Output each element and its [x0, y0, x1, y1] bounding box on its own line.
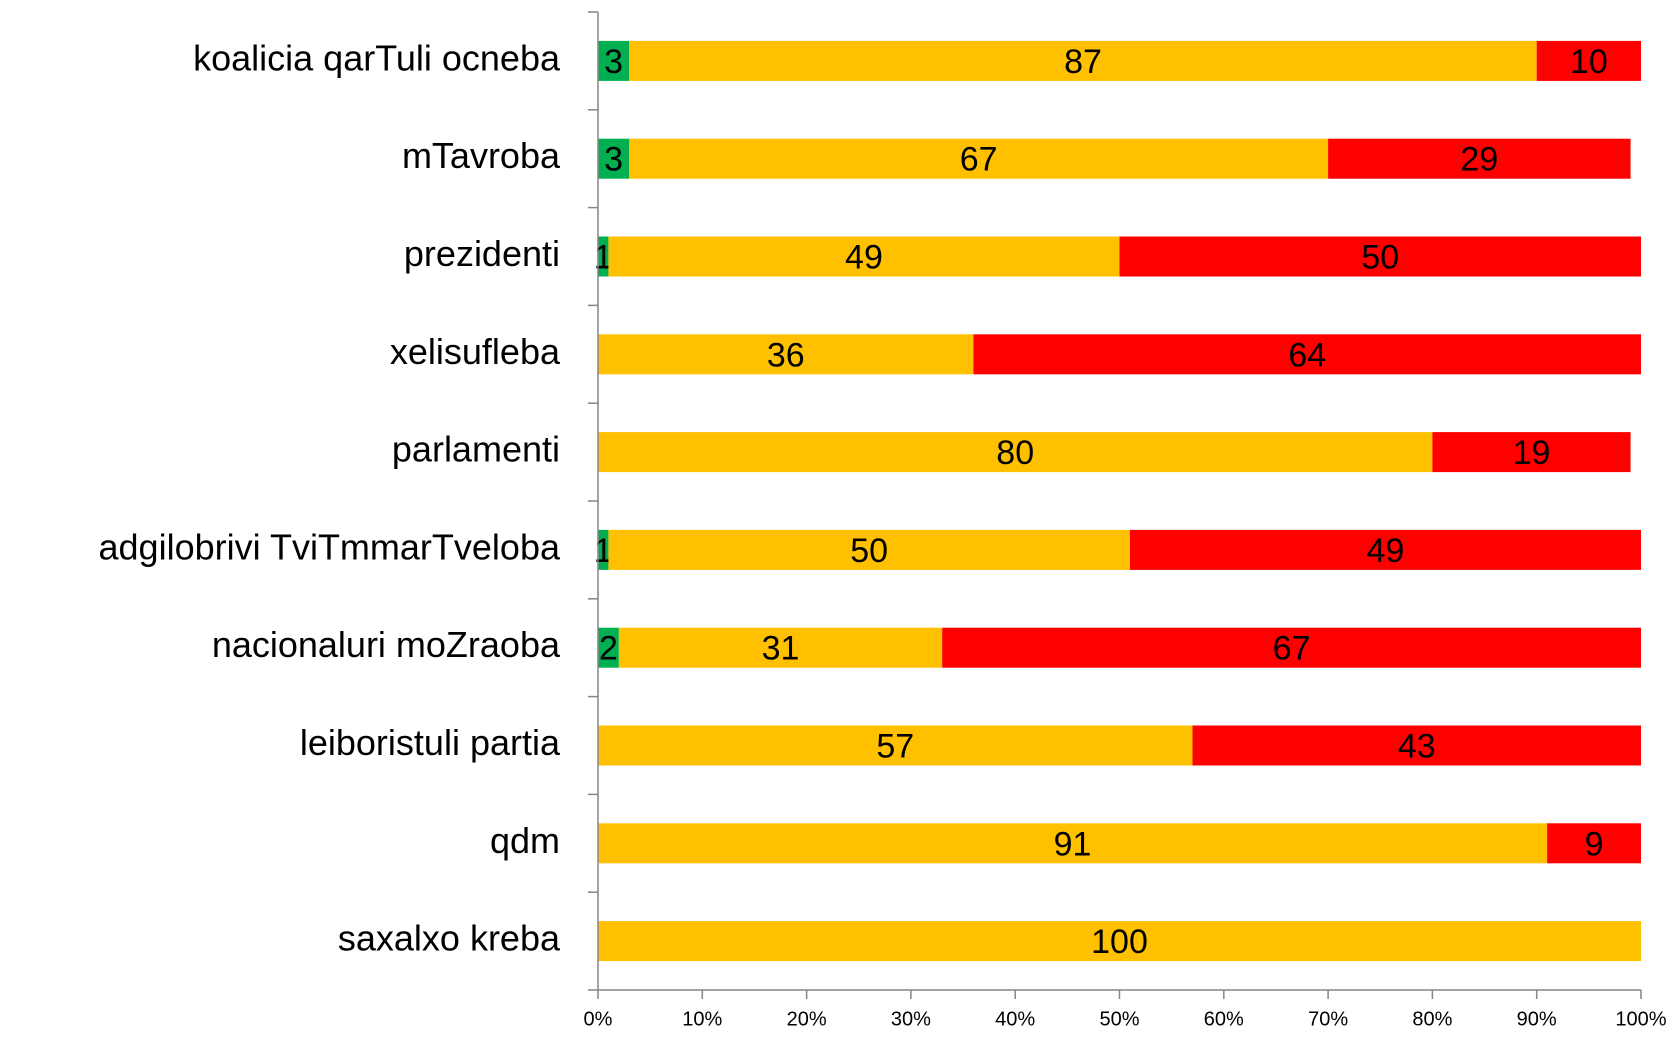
category-label: mTavroba — [402, 135, 561, 176]
bar-segment — [1192, 725, 1641, 766]
category-label: saxalxo kreba — [338, 918, 561, 959]
category-label: leiboristuli partia — [300, 722, 561, 763]
data-label: 50 — [1361, 238, 1399, 276]
x-tick-label: 60% — [1204, 1008, 1244, 1030]
x-tick-label: 0% — [584, 1008, 613, 1030]
category-label: koalicia qarTuli ocneba — [193, 37, 561, 78]
data-label: 19 — [1513, 434, 1551, 472]
data-label: 36 — [767, 336, 805, 374]
bar-segment — [973, 334, 1641, 375]
data-label: 50 — [850, 532, 888, 570]
bar-segment — [598, 138, 630, 179]
bar-segment — [608, 236, 1120, 277]
data-label: 3 — [604, 141, 623, 179]
x-tick-label: 90% — [1517, 1008, 1557, 1030]
x-tick-label: 50% — [1099, 1008, 1139, 1030]
bar-segment — [598, 823, 1548, 864]
x-tick-label: 10% — [682, 1008, 722, 1030]
bar-segment — [598, 236, 609, 277]
x-tick-label: 70% — [1308, 1008, 1348, 1030]
data-label: 29 — [1460, 141, 1498, 179]
data-label: 49 — [845, 238, 883, 276]
data-label: 43 — [1398, 727, 1436, 765]
bar-segment — [598, 40, 630, 81]
bar-segment — [1536, 40, 1641, 81]
data-label: 91 — [1054, 825, 1092, 863]
data-label: 67 — [1273, 630, 1311, 668]
data-label: 2 — [599, 630, 618, 668]
category-label: xelisufleba — [390, 331, 561, 372]
data-label: 64 — [1288, 336, 1326, 374]
data-label: 100 — [1091, 923, 1148, 961]
category-label: parlamenti — [392, 429, 560, 470]
category-label: prezidenti — [404, 233, 560, 274]
category-label: adgilobrivi TviTmmarTveloba — [99, 526, 561, 567]
x-tick-label: 30% — [891, 1008, 931, 1030]
bar-segment — [1432, 432, 1631, 473]
bar-segment — [629, 40, 1537, 81]
data-label: 80 — [996, 434, 1034, 472]
bar-segment — [629, 138, 1329, 179]
data-label: 31 — [762, 630, 800, 668]
bar-segment — [1547, 823, 1641, 864]
bar-segment — [598, 627, 619, 668]
bar-segment — [598, 725, 1193, 766]
bar-segment — [1328, 138, 1631, 179]
x-tick-label: 40% — [995, 1008, 1035, 1030]
data-label: 3 — [604, 43, 623, 81]
x-tick-label: 80% — [1412, 1008, 1452, 1030]
bar-segment — [598, 921, 1641, 962]
data-label: 57 — [876, 727, 914, 765]
bar-segment — [1119, 236, 1641, 277]
bar-segment — [608, 529, 1130, 570]
bar-segment — [598, 529, 609, 570]
data-label: 9 — [1585, 825, 1604, 863]
bar-segment — [942, 627, 1641, 668]
bar-segment — [1129, 529, 1641, 570]
x-tick-label: 100% — [1615, 1008, 1666, 1030]
category-label: qdm — [490, 820, 560, 861]
data-label: 49 — [1367, 532, 1405, 570]
data-label: 87 — [1064, 43, 1102, 81]
bar-segment — [598, 334, 974, 375]
bar-segment — [598, 432, 1433, 473]
data-label: 10 — [1570, 43, 1608, 81]
data-label: 67 — [960, 141, 998, 179]
category-label: nacionaluri moZraoba — [212, 624, 561, 665]
x-tick-label: 20% — [787, 1008, 827, 1030]
bar-segment — [618, 627, 943, 668]
